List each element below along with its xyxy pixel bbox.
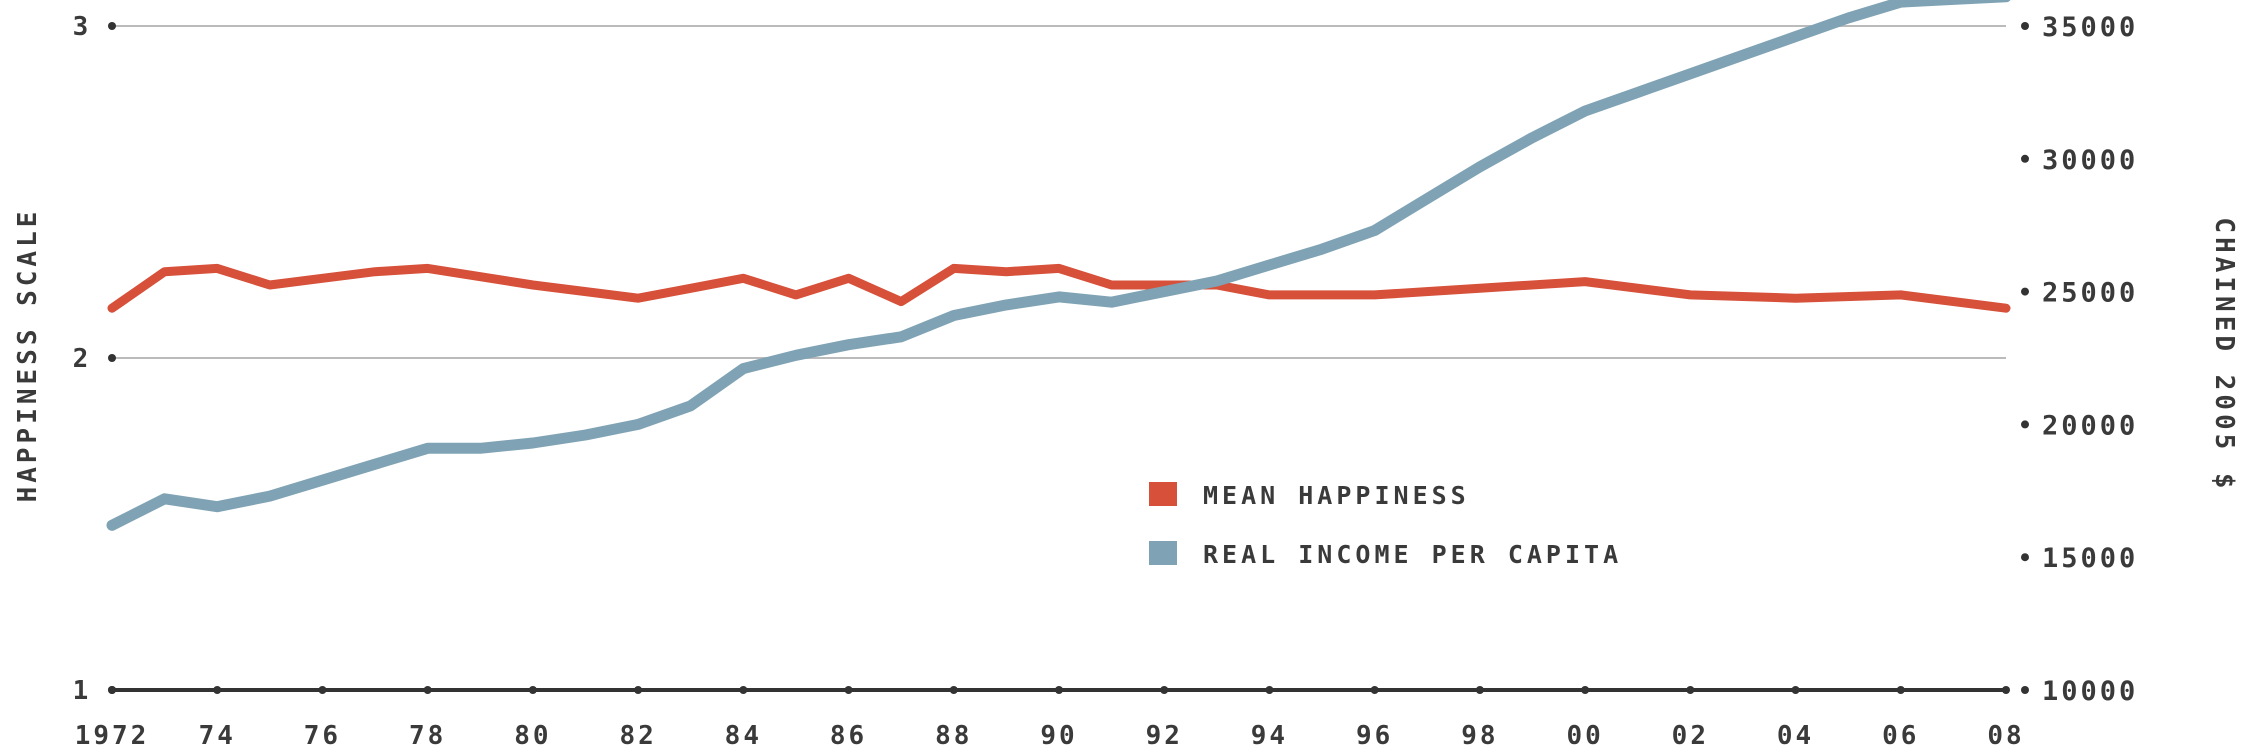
x-tick-dot [1686, 686, 1695, 694]
y-right-tick-dot [2021, 553, 2029, 562]
x-tick-label: 86 [830, 721, 867, 751]
x-tick-label: 82 [619, 721, 656, 751]
x-tick-label: 02 [1672, 721, 1709, 751]
x-tick-label: 06 [1882, 721, 1919, 751]
x-tick-label: 94 [1251, 721, 1288, 751]
x-tick-label: 88 [935, 721, 972, 751]
y-left-tick-dot [108, 22, 116, 30]
y-left-tick-label: 2 [73, 344, 92, 374]
x-tick-label: 80 [514, 721, 551, 751]
x-tick-label: 90 [1040, 721, 1077, 751]
y-left-tick-label: 1 [73, 676, 92, 706]
x-tick-label: 78 [409, 721, 446, 751]
x-tick-dot [213, 686, 222, 694]
x-tick-dot [1791, 686, 1800, 694]
y-right-tick-dot [2021, 686, 2029, 694]
x-tick-label: 74 [199, 721, 236, 751]
x-tick-label: 92 [1146, 721, 1183, 751]
series-line-real-income [106, 0, 2011, 531]
y-right-tick-label: 25000 [2042, 278, 2138, 309]
x-tick-label: 1972 [75, 721, 150, 751]
y-left-axis-title: HAPPINESS SCALE [13, 208, 43, 503]
series-lines [106, 0, 2011, 531]
y-left-tick-dot [108, 686, 116, 694]
y-right-tick-label: 20000 [2042, 410, 2138, 441]
x-tick-label: 98 [1461, 721, 1498, 751]
x-tick-dot [528, 686, 537, 694]
x-tick-label: 08 [1987, 721, 2024, 751]
x-tick-label: 76 [304, 721, 341, 751]
x-tick-dot [2002, 686, 2010, 694]
x-tick-dot [949, 686, 958, 694]
x-tick-dot [1370, 686, 1379, 694]
y-right-axis-title: CHAINED 2005 $ [2209, 217, 2239, 492]
x-tick-dot [1896, 686, 1905, 694]
legend: MEAN HAPPINESS REAL INCOME PER CAPITA [1149, 481, 1622, 569]
y-right-tick-label: 15000 [2042, 543, 2138, 574]
x-tick-label: 04 [1777, 721, 1814, 751]
y-right-tick-dot [2021, 154, 2029, 163]
y-right-tick-dot [2021, 287, 2029, 296]
axes [108, 22, 2029, 694]
x-tick-dot [423, 686, 432, 694]
y-right-tick-label: 35000 [2042, 12, 2138, 43]
legend-swatch-happiness [1149, 482, 1177, 506]
gridlines [112, 25, 2006, 359]
y-left-tick-dot [108, 354, 116, 362]
x-tick-dot [634, 686, 643, 694]
x-tick-dot [1055, 686, 1063, 694]
x-tick-dot [739, 686, 748, 694]
legend-label-income: REAL INCOME PER CAPITA [1203, 540, 1622, 569]
y-right-tick-dot [2021, 22, 2029, 30]
series-line-mean-happiness [107, 263, 2011, 313]
tick-labels: 1972 74 76 78 80 82 84 86 88 90 92 94 96 98 00 02 04 06 08… [73, 12, 2138, 751]
x-tick-dot [844, 686, 853, 694]
y-right-tick-dot [2021, 420, 2029, 429]
legend-swatch-income [1149, 541, 1177, 565]
y-right-tick-label: 30000 [2042, 145, 2138, 176]
x-tick-dot [1160, 686, 1169, 694]
x-tick-dot [1475, 686, 1484, 694]
x-tick-dot [1581, 686, 1590, 694]
x-tick-dot [1265, 686, 1274, 694]
y-right-tick-label: 10000 [2042, 676, 2138, 707]
x-tick-label: 00 [1566, 721, 1603, 751]
x-tick-dot [318, 686, 327, 694]
x-tick-label: 84 [725, 721, 762, 751]
y-left-tick-label: 3 [73, 12, 92, 42]
legend-label-happiness: MEAN HAPPINESS [1203, 481, 1470, 510]
x-tick-label: 96 [1356, 721, 1393, 751]
